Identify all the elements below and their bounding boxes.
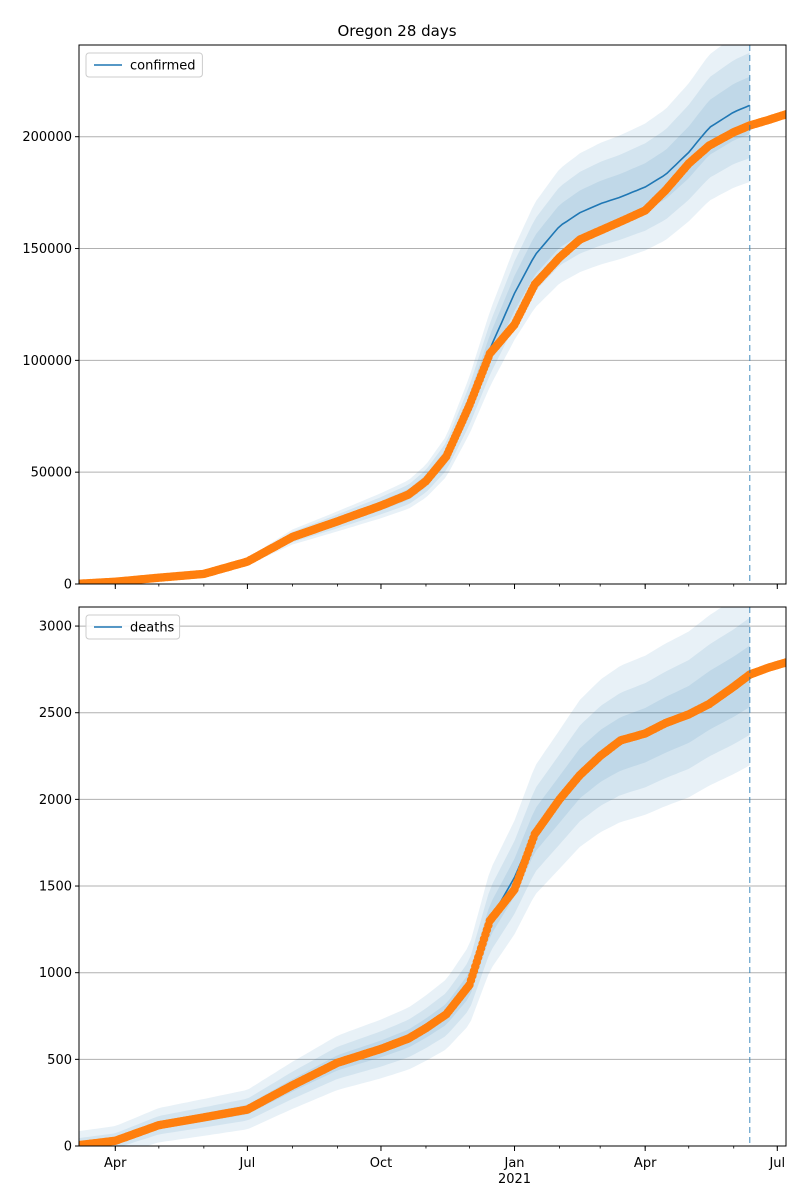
observed-points	[79, 110, 786, 584]
uncertainty-band	[79, 76, 750, 584]
y-tick-label: 0	[64, 578, 72, 593]
x-tick-label: Apr	[104, 1156, 127, 1171]
observed-point	[781, 658, 786, 667]
confirmed-panel: 0 50000 100000 150000 200000 confirmed	[22, 44, 787, 593]
y-tick-label: 2500	[39, 706, 72, 721]
legend-label: deaths	[130, 621, 175, 636]
x-tick-label: Jan	[504, 1156, 525, 1171]
y-tick-label: 200000	[22, 130, 72, 145]
y-tick-label: 100000	[22, 354, 72, 369]
x-tick-label: Apr	[634, 1156, 657, 1171]
plot-area	[79, 45, 786, 584]
plot-area	[79, 607, 786, 1146]
legend-box	[85, 52, 203, 78]
y-tick-label: 0	[64, 1140, 72, 1155]
x-tick-sublabel: 2021	[498, 1172, 531, 1187]
y-tick-label: 1500	[39, 880, 72, 895]
legend-box	[85, 614, 181, 640]
uncertainty-band	[79, 645, 750, 1146]
y-tick-label: 2000	[39, 793, 72, 808]
deaths-panel: 0 500 1000 1500 2000 2500 3000 Apr Jul Oct Jan2021…	[39, 606, 787, 1187]
uncertainty-band	[79, 45, 750, 584]
uncertainty-band	[79, 52, 750, 584]
y-tick-label: 3000	[39, 620, 72, 635]
axes-frame	[78, 44, 787, 585]
x-tick-label: Oct	[370, 1156, 392, 1171]
axes-frame	[78, 606, 787, 1147]
legend: confirmed	[85, 52, 203, 78]
x-tick-label: Jul	[239, 1156, 256, 1171]
legend-label: confirmed	[130, 59, 196, 74]
uncertainty-band	[79, 607, 750, 1146]
legend: deaths	[85, 614, 181, 640]
y-tick-label: 500	[47, 1053, 72, 1068]
y-tick-label: 150000	[22, 242, 72, 257]
uncertainty-band	[79, 617, 750, 1146]
chart-title: Oregon 28 days	[337, 22, 456, 40]
x-tick-label: Jul	[768, 1156, 785, 1171]
observed-points	[79, 658, 786, 1146]
y-tick-label: 50000	[31, 466, 72, 481]
y-tick-label: 1000	[39, 966, 72, 981]
observed-point	[781, 110, 786, 119]
